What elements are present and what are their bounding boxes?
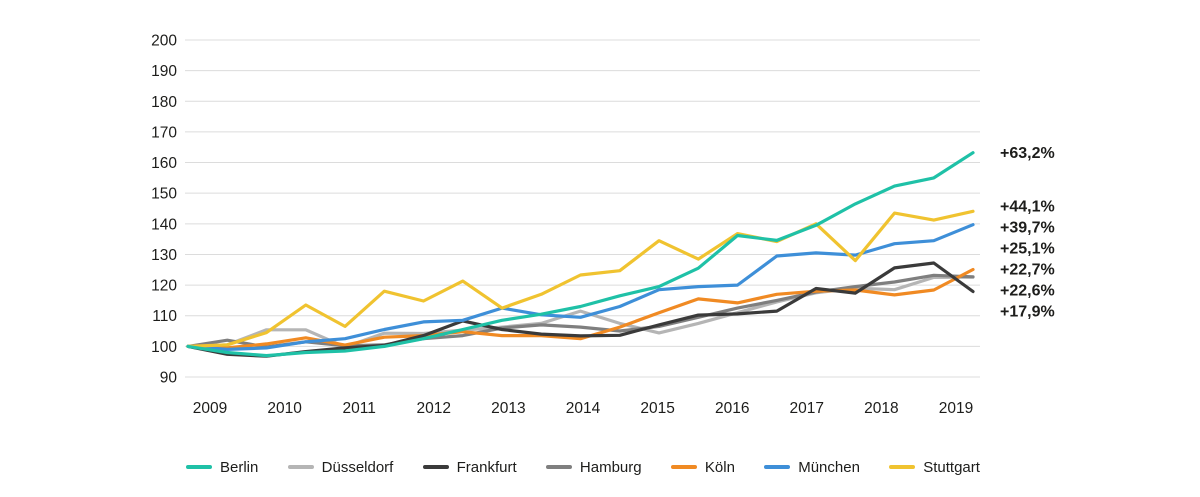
x-axis-tick-label: 2010 bbox=[267, 400, 302, 417]
y-axis-tick-label: 200 bbox=[151, 33, 177, 50]
percent-change-label-stuttgart: +44,1% bbox=[1000, 198, 1055, 215]
y-axis-tick-label: 120 bbox=[151, 278, 177, 295]
legend-swatch-icon bbox=[764, 465, 791, 469]
legend-label: Stuttgart bbox=[923, 458, 980, 476]
series-line-hamburg bbox=[186, 273, 975, 349]
legend-item-munchen: München bbox=[764, 459, 860, 476]
percent-change-label-munchen: +39,7% bbox=[1000, 219, 1055, 236]
x-axis-tick-label: 2011 bbox=[343, 400, 376, 417]
legend-item-hamburg: Hamburg bbox=[545, 458, 642, 476]
series-line-munchen bbox=[186, 223, 975, 351]
legend-label: Frankfurt bbox=[456, 458, 517, 476]
legend-swatch-icon bbox=[889, 465, 916, 469]
legend-swatch-icon bbox=[186, 465, 212, 469]
chart-legend: Berlin Düsseldorf Frankfurt Hamburg Köln Münc… bbox=[186, 457, 980, 477]
x-axis-tick-label: 2017 bbox=[790, 400, 824, 417]
legend-swatch-icon bbox=[670, 465, 697, 469]
x-axis-tick-label: 2015 bbox=[640, 400, 674, 417]
y-axis-tick-label: 140 bbox=[151, 216, 177, 233]
x-axis-tick-label: 2019 bbox=[939, 400, 973, 417]
legend-label: Düsseldorf bbox=[321, 458, 394, 476]
x-axis-tick-label: 2012 bbox=[417, 400, 451, 417]
percent-change-label-hamburg: +22,7% bbox=[1000, 261, 1055, 278]
legend-item-koln: Köln bbox=[670, 458, 735, 476]
y-axis-tick-label: 150 bbox=[151, 186, 177, 203]
x-axis-tick-label: 2013 bbox=[491, 400, 525, 417]
percent-change-label-berlin: +63,2% bbox=[1000, 145, 1055, 162]
legend-item-frankfurt: Frankfurt bbox=[422, 458, 517, 476]
legend-item-dusseldorf: Düsseldorf bbox=[287, 458, 394, 476]
y-axis-tick-label: 170 bbox=[151, 124, 177, 141]
x-axis-tick-label: 2016 bbox=[715, 400, 749, 417]
legend-label: Berlin bbox=[220, 458, 259, 476]
y-axis-tick-label: 180 bbox=[151, 94, 177, 111]
legend-item-berlin: Berlin bbox=[186, 459, 258, 476]
legend-label: München bbox=[798, 458, 860, 476]
x-axis-tick-label: 2018 bbox=[864, 400, 898, 417]
percent-change-label-dusseldorf: +22,6% bbox=[1000, 282, 1055, 299]
y-axis-tick-label: 160 bbox=[151, 155, 177, 172]
legend-swatch-icon bbox=[287, 465, 314, 469]
series-line-stuttgart bbox=[186, 209, 975, 348]
percent-change-label-koln: +25,1% bbox=[1000, 240, 1055, 257]
legend-label: Hamburg bbox=[579, 458, 642, 476]
legend-item-stuttgart: Stuttgart bbox=[889, 459, 980, 476]
y-axis-tick-label: 100 bbox=[151, 339, 177, 356]
legend-swatch-icon bbox=[422, 465, 449, 469]
y-axis-tick-label: 90 bbox=[160, 370, 178, 387]
series-line-frankfurt bbox=[186, 261, 975, 358]
series-line-berlin bbox=[186, 151, 975, 358]
y-axis-tick-label: 130 bbox=[151, 247, 177, 264]
x-axis-tick-label: 2009 bbox=[193, 400, 227, 417]
legend-label: Köln bbox=[704, 458, 735, 476]
percent-change-label-frankfurt: +17,9% bbox=[1000, 303, 1055, 320]
legend-swatch-icon bbox=[545, 465, 572, 469]
x-axis-tick-label: 2014 bbox=[566, 400, 601, 417]
y-axis-tick-label: 190 bbox=[151, 63, 177, 80]
y-axis-tick-label: 110 bbox=[152, 308, 177, 325]
